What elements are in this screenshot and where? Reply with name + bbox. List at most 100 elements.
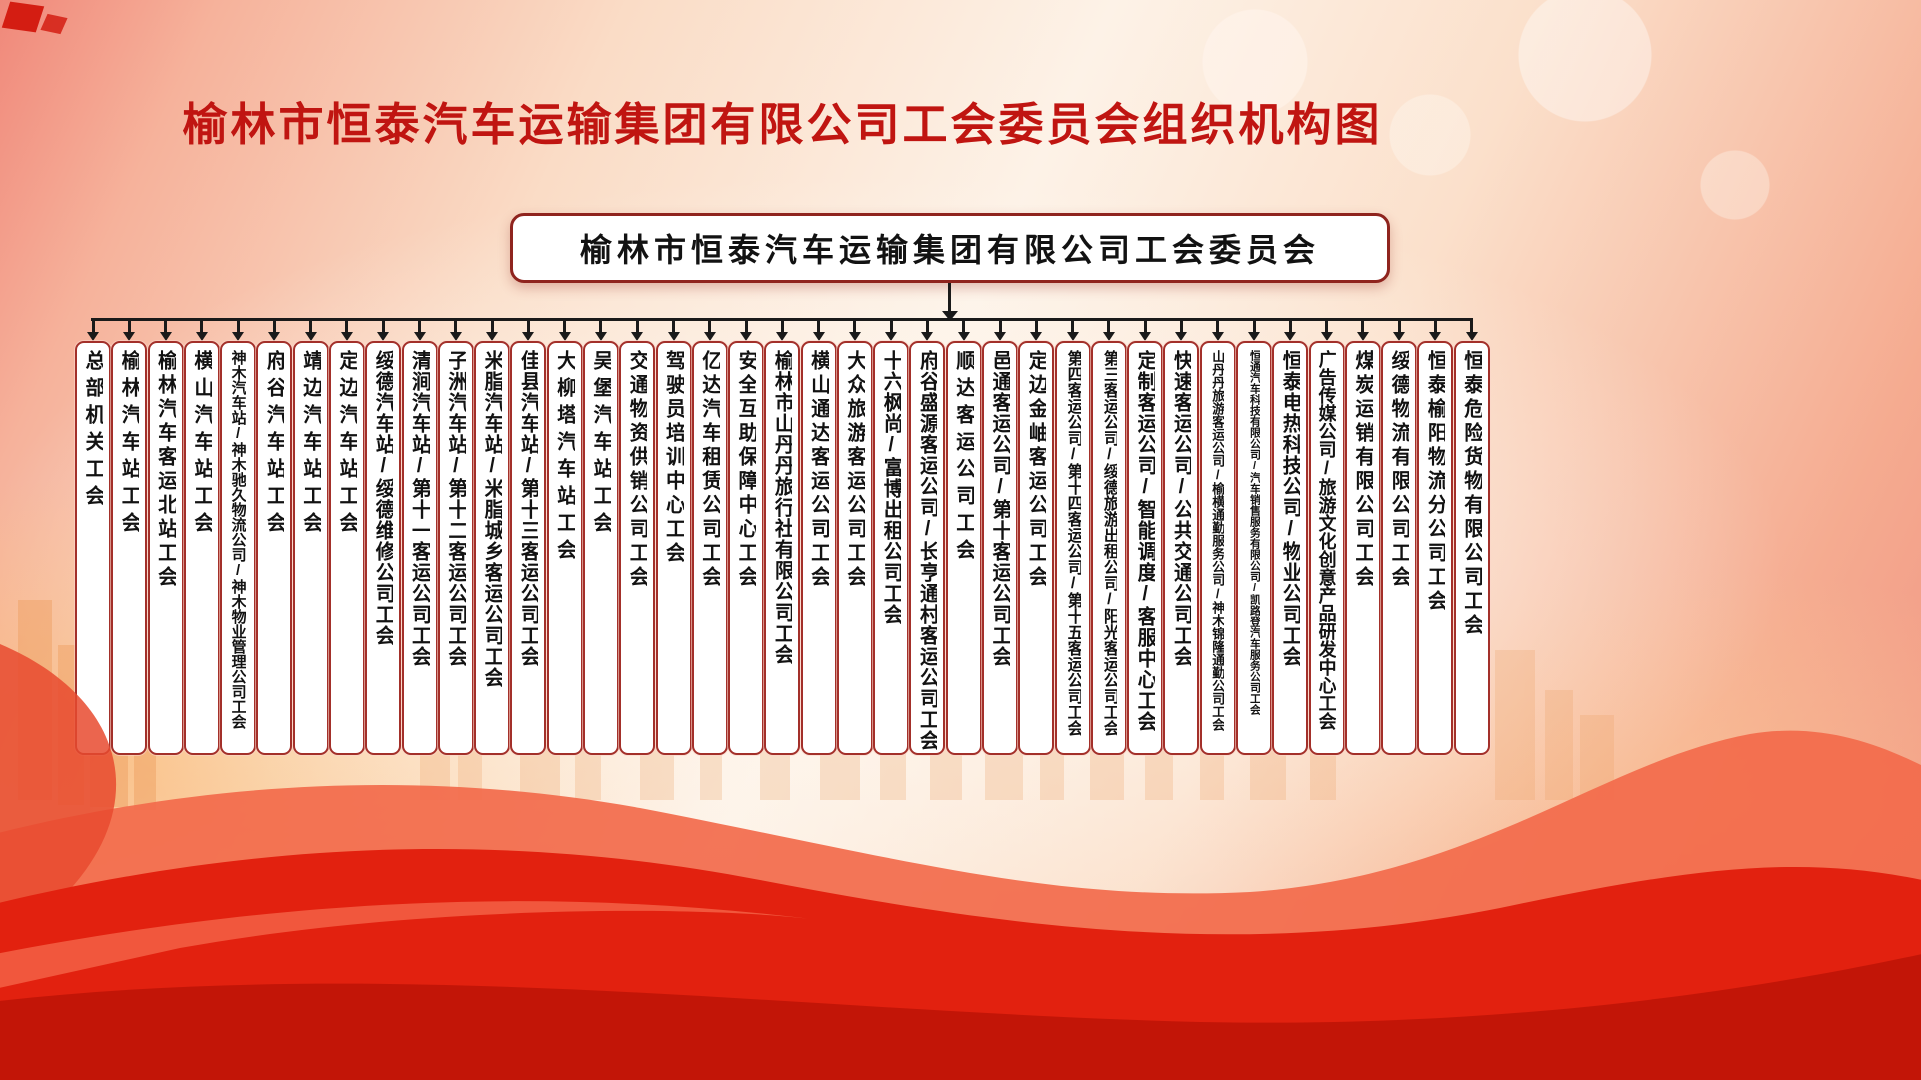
branch-label: 邑通客运公司/第十客运公司工会 <box>990 350 1011 667</box>
arrow-down-icon <box>1102 332 1115 341</box>
branch-column: 交通物资供销公司工会 <box>619 320 656 756</box>
arrow-down-icon <box>1211 332 1224 341</box>
arrow-down-icon <box>195 332 208 341</box>
connector-stub <box>1325 320 1329 332</box>
branch-column: 恒通汽车科技有限公司/汽车销售服务有限公司/凯路登汽车服务公司工会 <box>1236 320 1272 756</box>
branch-box: 米脂汽车站/米脂城乡客运公司工会 <box>474 341 511 755</box>
branch-box: 府谷汽车站工会 <box>256 341 293 755</box>
branch-label: 亿达汽车租赁公司工会 <box>699 350 720 590</box>
branch-column: 定边汽车站工会 <box>328 320 365 756</box>
branch-label: 绥德汽车站/绥德维修公司工会 <box>373 350 394 646</box>
branch-box: 定制客运公司/智能调度/客服中心工会 <box>1127 341 1164 755</box>
connector-stub <box>1361 320 1365 332</box>
connector-stub <box>744 320 748 332</box>
branch-label: 横山通达客运公司工会 <box>808 350 829 590</box>
branch-box: 第四客运公司/第十四客运公司/第十五客运公司工会 <box>1054 341 1091 755</box>
branch-label: 大柳塔汽车站工会 <box>554 350 575 566</box>
connector-stub <box>526 320 530 332</box>
arrow-down-icon <box>486 332 499 341</box>
branch-box: 恒泰电热科技公司/物业公司工会 <box>1272 341 1309 755</box>
branch-box: 横山汽车站工会 <box>183 341 220 755</box>
branch-box: 定边汽车站工会 <box>328 341 365 755</box>
branch-box: 恒泰榆阳物流分公司工会 <box>1417 341 1454 755</box>
branch-box: 恒泰危险货物有限公司工会 <box>1453 341 1490 755</box>
arrow-down-icon <box>1320 332 1333 341</box>
connector-stub <box>490 320 494 332</box>
arrow-down-icon <box>340 332 353 341</box>
arrow-down-icon <box>123 332 136 341</box>
branch-column: 快速客运公司/公共交通公司工会 <box>1163 320 1200 756</box>
connector-stub <box>418 320 422 332</box>
branch-column: 煤炭运销有限公司工会 <box>1344 320 1381 756</box>
connector-stub <box>998 320 1002 332</box>
branch-column: 子洲汽车站/第十二客运公司工会 <box>437 320 474 756</box>
arrow-down-icon <box>1175 332 1188 341</box>
branch-label: 交通物资供销公司工会 <box>627 350 648 590</box>
connector-stub <box>563 320 567 332</box>
branch-column: 山丹丹旅游客运公司/榆横通勤服务公司/神木锦隆通勤公司工会 <box>1199 320 1236 756</box>
connector-stub <box>1397 320 1401 332</box>
arrow-down-icon <box>1356 332 1369 341</box>
connector-stub <box>1107 320 1111 332</box>
connector-stub <box>1288 320 1292 332</box>
branch-box: 榆林市山丹丹旅行社有限公司工会 <box>764 341 801 755</box>
branch-label: 清涧汽车站/第十一客运公司工会 <box>409 350 430 667</box>
arrow-down-icon <box>558 332 571 341</box>
branch-label: 子洲汽车站/第十二客运公司工会 <box>445 350 466 667</box>
branch-box: 交通物资供销公司工会 <box>619 341 656 755</box>
arrow-down-icon <box>413 332 426 341</box>
branch-column: 广告传媒公司/旅游文化创意产品研发中心工会 <box>1308 320 1345 756</box>
branch-label: 神木汽车站/神木驰久物流公司/神木物业管理公司工会 <box>230 350 246 729</box>
branch-column: 十六枫尚/富博出租公司工会 <box>873 320 910 756</box>
arrow-down-icon <box>1030 332 1043 341</box>
arrow-down-icon <box>885 332 898 341</box>
arrow-down-icon <box>1465 332 1478 341</box>
arrow-down-icon <box>594 332 607 341</box>
arrow-down-icon <box>994 332 1007 341</box>
branch-column: 榆林市山丹丹旅行社有限公司工会 <box>764 320 801 756</box>
arrow-down-icon <box>377 332 390 341</box>
branch-columns: 总部机关工会 榆林汽车站工会 榆林汽车客运北站工会 横山汽车站工会 神木汽车站/… <box>75 320 1490 756</box>
arrow-down-icon <box>232 332 245 341</box>
connector-stub <box>1216 320 1220 332</box>
branch-label: 府谷盛源客运公司/长亨通村客运公司工会 <box>917 350 938 750</box>
branch-label: 榆林汽车站工会 <box>119 350 140 539</box>
branch-box: 府谷盛源客运公司/长亨通村客运公司工会 <box>909 341 946 755</box>
connector-stub <box>635 320 639 332</box>
connector-stem <box>948 283 951 312</box>
branch-box: 顺达客运公司工会 <box>945 341 982 755</box>
branch-column: 米脂汽车站/米脂城乡客运公司工会 <box>474 320 511 756</box>
branch-column: 顺达客运公司工会 <box>945 320 982 756</box>
connector-stub <box>1071 320 1075 332</box>
branch-label: 横山汽车站工会 <box>191 350 212 539</box>
connector-stub <box>381 320 385 332</box>
branch-column: 恒泰危险货物有限公司工会 <box>1453 320 1490 756</box>
branch-label: 佳县汽车站/第十三客运公司工会 <box>518 350 539 667</box>
branch-label: 煤炭运销有限公司工会 <box>1352 350 1373 590</box>
branch-column: 横山通达客运公司工会 <box>800 320 837 756</box>
branch-label: 顺达客运公司工会 <box>953 350 974 566</box>
connector-stub <box>91 320 95 332</box>
arrow-down-icon <box>957 332 970 341</box>
branch-column: 大柳塔汽车站工会 <box>546 320 583 756</box>
branch-column: 邑通客运公司/第十客运公司工会 <box>982 320 1019 756</box>
arrow-down-icon <box>268 332 281 341</box>
branch-label: 驾驶员培训中心工会 <box>663 350 684 566</box>
connector-stub <box>200 320 204 332</box>
branch-box: 子洲汽车站/第十二客运公司工会 <box>437 341 474 755</box>
org-chart: 榆林市恒泰汽车运输集团有限公司工会委员会组织机构图 榆林市恒泰汽车运输集团有限公… <box>75 0 1490 1080</box>
branch-label: 第四客运公司/第十四客运公司/第十五客运公司工会 <box>1064 350 1081 736</box>
root-label: 榆林市恒泰汽车运输集团有限公司工会委员会 <box>579 232 1320 268</box>
branch-column: 恒泰榆阳物流分公司工会 <box>1417 320 1454 756</box>
branch-column: 安全互助保障中心工会 <box>728 320 765 756</box>
arrow-down-icon <box>1139 332 1152 341</box>
connector-stub <box>853 320 857 332</box>
branch-label: 大众旅游客运公司工会 <box>844 350 865 590</box>
connector-stub <box>1143 320 1147 332</box>
branch-label: 恒通汽车科技有限公司/汽车销售服务有限公司/凯路登汽车服务公司工会 <box>1248 350 1260 715</box>
branch-box: 榆林汽车客运北站工会 <box>147 341 184 755</box>
branch-box: 邑通客运公司/第十客运公司工会 <box>982 341 1019 755</box>
branch-box: 十六枫尚/富博出租公司工会 <box>873 341 910 755</box>
connector-stub <box>962 320 966 332</box>
